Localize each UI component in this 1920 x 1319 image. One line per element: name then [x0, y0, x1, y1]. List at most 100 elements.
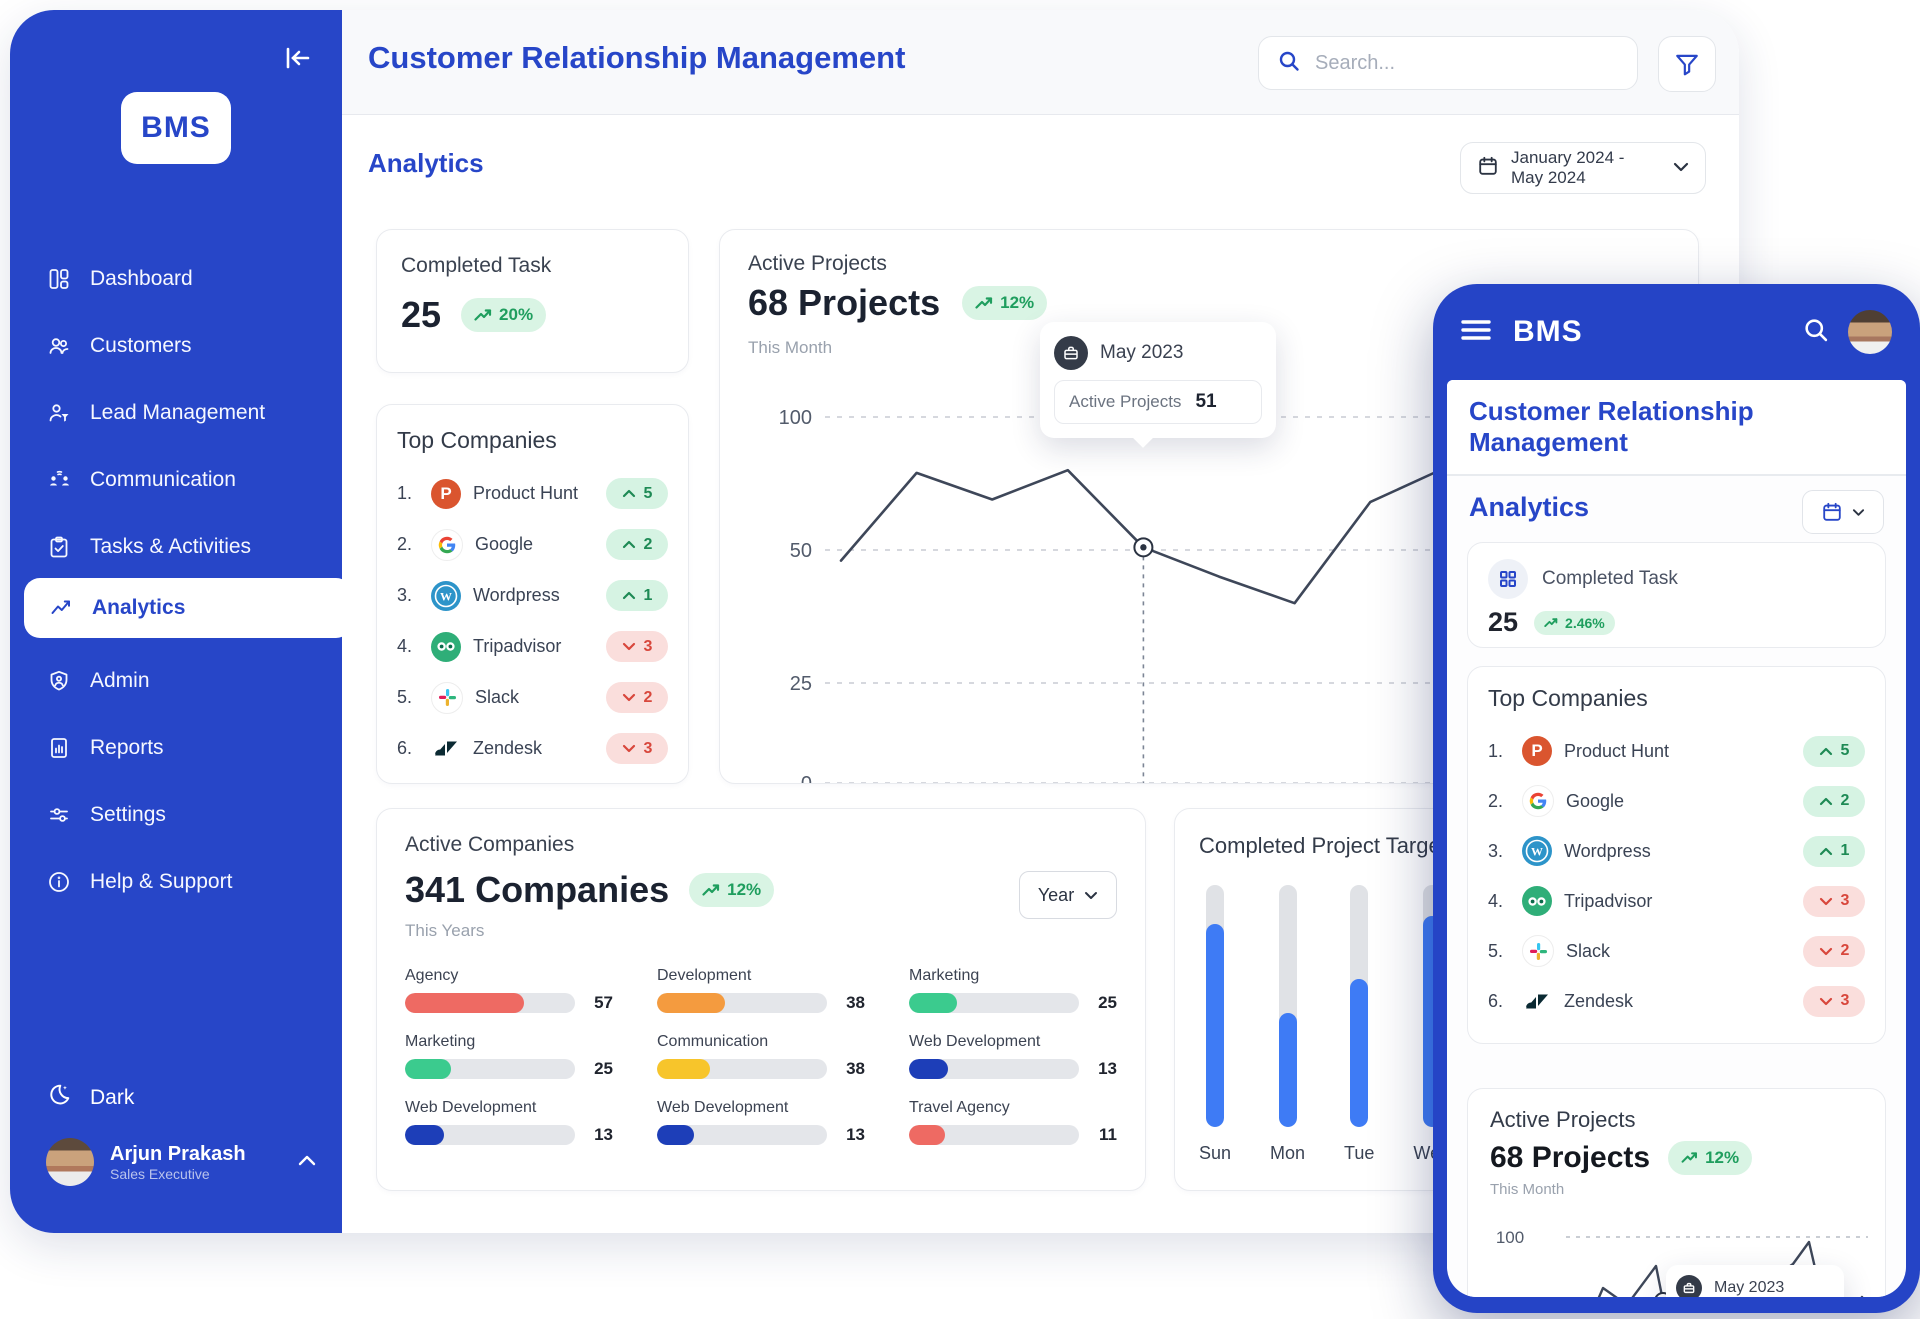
sidebar: BMS Dashboard Customers Lead Management Com…: [10, 10, 352, 1233]
completed-task-value: 25: [401, 294, 442, 335]
mobile-active-projects-period: This Month: [1490, 1181, 1565, 1198]
sidebar-item-customers[interactable]: Customers: [46, 324, 332, 368]
active-companies-card: Active Companies 341 Companies 12% This …: [376, 808, 1146, 1191]
target-track: [1206, 885, 1225, 1127]
wordpress-logo: W: [431, 580, 461, 611]
sidebar-item-label: Customers: [90, 334, 192, 357]
company-rank: 1.: [397, 483, 413, 503]
sidebar-item-lead-management[interactable]: Lead Management: [46, 391, 332, 435]
year-dropdown[interactable]: Year: [1019, 871, 1117, 919]
mobile-header: BMS: [1447, 284, 1906, 380]
progress-fill: [909, 1125, 945, 1145]
day-label: Tue: [1344, 1143, 1375, 1163]
company-change-value: 2: [643, 688, 653, 706]
company-rank: 2.: [1488, 790, 1504, 811]
svg-text:100: 100: [1496, 1228, 1524, 1247]
progress-track: [909, 1125, 1079, 1145]
company-rank: 4.: [1488, 890, 1504, 911]
date-range-selector[interactable]: January 2024 - May 2024: [1460, 142, 1706, 194]
tooltip-date: May 2023: [1100, 342, 1184, 363]
trend-up-icon: [1681, 1152, 1698, 1163]
search-icon: [1277, 49, 1301, 78]
mobile-active-projects-title: Active Projects: [1490, 1107, 1636, 1132]
mobile-active-projects-change-badge: 12%: [1668, 1141, 1753, 1175]
sidebar-item-reports[interactable]: Reports: [46, 726, 332, 770]
company-progress-web-development: Web Development 13: [909, 1033, 1117, 1079]
user-profile[interactable]: Arjun Prakash Sales Executive: [46, 1138, 316, 1186]
company-row-zendesk: 6. Zendesk 3: [397, 723, 668, 774]
date-range-value: January 2024 - May 2024: [1511, 148, 1625, 187]
svg-text:0: 0: [801, 773, 812, 784]
sidebar-item-help-support[interactable]: Help & Support: [46, 860, 332, 904]
trend-up-icon: [1544, 617, 1558, 627]
sidebar-item-settings[interactable]: Settings: [46, 793, 332, 837]
progress-track: [909, 993, 1079, 1013]
search-icon[interactable]: [1802, 316, 1830, 349]
progress-label: Communication: [657, 1033, 769, 1050]
progress-label: Web Development: [909, 1033, 1041, 1050]
company-name: Google: [475, 534, 534, 554]
tooltip-value: 51: [1195, 391, 1217, 412]
sidebar-item-analytics[interactable]: Analytics: [24, 578, 352, 638]
company-rank: 6.: [397, 738, 413, 758]
progress-fill: [405, 1125, 445, 1145]
moon-icon: [46, 1082, 72, 1114]
progress-track: [405, 993, 575, 1013]
sidebar-item-label: Communication: [90, 468, 236, 491]
mobile-date-selector[interactable]: [1802, 490, 1884, 534]
search-input[interactable]: [1313, 50, 1619, 76]
sidebar-item-label: Settings: [90, 803, 166, 826]
mobile-active-projects-card: Active Projects 68 Projects 12% This Mon…: [1467, 1088, 1886, 1297]
reports-icon: [46, 735, 72, 761]
dashboard-icon: [46, 266, 72, 292]
target-bar-sun: Sun: [1199, 885, 1231, 1164]
settings-icon: [46, 802, 72, 828]
progress-value: 38: [846, 993, 865, 1012]
progress-fill: [657, 1059, 710, 1079]
target-bar-tue: Tue: [1344, 885, 1374, 1164]
target-fill: [1206, 923, 1225, 1127]
active-companies-period: This Years: [405, 921, 485, 940]
company-change-value: 3: [643, 739, 653, 757]
progress-label: Travel Agency: [909, 1099, 1010, 1116]
progress-label: Web Development: [657, 1099, 789, 1116]
sidebar-item-label: Dashboard: [90, 267, 193, 290]
mobile-chart-tooltip: May 2023 Active Projects 51: [1666, 1265, 1844, 1297]
company-progress-communication: Communication 38: [657, 1033, 865, 1079]
chevron-down-icon: [1085, 891, 1098, 899]
dark-mode-toggle[interactable]: Dark: [46, 1082, 134, 1114]
active-projects-line-chart: 10050250JanFebMarAprMayJunJulAugSep: [779, 407, 1685, 784]
sidebar-item-dashboard[interactable]: Dashboard: [46, 257, 332, 301]
company-name: Zendesk: [473, 738, 543, 758]
trend-up-icon: [702, 883, 720, 896]
progress-track: [405, 1125, 575, 1145]
company-change-chip: 2: [606, 529, 668, 560]
active-projects-title: Active Projects: [748, 252, 887, 275]
company-progress-web-development: Web Development 13: [657, 1099, 865, 1145]
svg-text:25: 25: [790, 673, 812, 695]
sidebar-item-admin[interactable]: Admin: [46, 659, 332, 703]
sidebar-item-communication[interactable]: Communication: [46, 458, 332, 502]
sidebar-item-label: Admin: [90, 669, 150, 692]
sidebar-item-tasks-activities[interactable]: Tasks & Activities: [46, 525, 332, 569]
company-name: Google: [1566, 790, 1625, 811]
company-change-chip: 3: [1803, 885, 1865, 917]
completed-project-title: Completed Project Target: [1199, 833, 1447, 858]
company-change-value: 3: [643, 637, 653, 655]
zendesk-logo: [431, 734, 461, 764]
progress-value: 13: [846, 1125, 865, 1144]
tripadvisor-logo: [431, 631, 461, 662]
mobile-top-companies-list: 1. P Product Hunt 5 2. Google 2 3. W Wordpress 1 4.…: [1488, 726, 1865, 1026]
company-name: Product Hunt: [473, 483, 579, 503]
company-row-tripadvisor: 4. Tripadvisor 3: [1488, 876, 1865, 926]
user-avatar[interactable]: [1848, 310, 1892, 354]
sidebar-item-label: Lead Management: [90, 401, 266, 424]
company-change-value: 2: [1840, 792, 1850, 809]
company-name: Wordpress: [473, 585, 560, 605]
collapse-sidebar-icon[interactable]: [280, 40, 316, 76]
company-progress-marketing: Marketing 25: [909, 967, 1117, 1013]
hamburger-menu-icon[interactable]: [1461, 319, 1491, 346]
company-row-wordpress: 3. W Wordpress 1: [397, 570, 668, 621]
tasks-icon: [46, 534, 72, 560]
filter-button[interactable]: [1658, 36, 1716, 92]
